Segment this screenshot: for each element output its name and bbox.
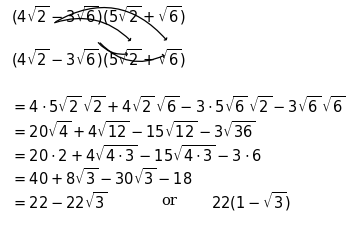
Text: $(4\sqrt{2} - 3\sqrt{6})(5\sqrt{2} + \sqrt{6})$: $(4\sqrt{2} - 3\sqrt{6})(5\sqrt{2} + \sq… — [11, 4, 185, 27]
Text: $= 20 \cdot 2 + 4\sqrt{4 \cdot 3} - 15\sqrt{4 \cdot 3} - 3 \cdot 6$: $= 20 \cdot 2 + 4\sqrt{4 \cdot 3} - 15\s… — [11, 144, 261, 165]
Text: $= 20\sqrt{4} + 4\sqrt{12} - 15\sqrt{12} - 3\sqrt{36}$: $= 20\sqrt{4} + 4\sqrt{12} - 15\sqrt{12}… — [11, 120, 255, 141]
Text: $22(1 - \sqrt{3})$: $22(1 - \sqrt{3})$ — [211, 190, 290, 213]
Text: $= 22 - 22\sqrt{3}$: $= 22 - 22\sqrt{3}$ — [11, 191, 107, 212]
Text: $= 4 \cdot 5\sqrt{2}\,\sqrt{2} + 4\sqrt{2}\,\sqrt{6} - 3 \cdot 5\sqrt{6}\,\sqrt{: $= 4 \cdot 5\sqrt{2}\,\sqrt{2} + 4\sqrt{… — [11, 95, 345, 116]
Text: $= 40 + 8\sqrt{3} - 30\sqrt{3} - 18$: $= 40 + 8\sqrt{3} - 30\sqrt{3} - 18$ — [11, 167, 192, 188]
Text: or: or — [161, 194, 177, 208]
Text: $(4\sqrt{2} - 3\sqrt{6})(5\sqrt{2} + \sqrt{6})$: $(4\sqrt{2} - 3\sqrt{6})(5\sqrt{2} + \sq… — [11, 47, 185, 70]
